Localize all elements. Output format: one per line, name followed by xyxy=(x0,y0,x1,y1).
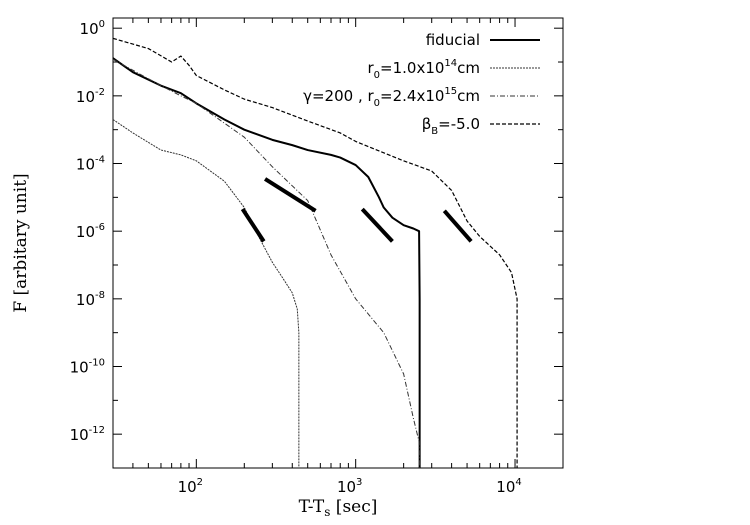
y-axis-title: F [arbitary unit] xyxy=(11,173,31,312)
y-tick-label: 100 xyxy=(80,19,105,38)
legend-label: γ=200 , r0=2.4x1015cm xyxy=(303,86,480,109)
y-tick-label: 10-10 xyxy=(70,358,105,377)
y-tick-label: 10-8 xyxy=(76,290,105,309)
legend: fiducial r0=1.0x1014cm γ=200 , r0=2.4x1015… xyxy=(303,31,540,137)
x-axis-title: T-Ts [sec] xyxy=(299,497,378,519)
ticks: 102 103 104 100 10-2 10-4 10-6 10-8 10-10 10-12 xyxy=(70,18,564,496)
plot-frame xyxy=(112,17,564,469)
series-gamma200 xyxy=(112,58,421,469)
series-betaB xyxy=(112,37,518,468)
thick-segment xyxy=(360,207,394,243)
thick-segment xyxy=(442,209,473,243)
x-tick-label: 102 xyxy=(178,477,203,496)
series-fiducial xyxy=(112,57,421,468)
y-tick-label: 10-2 xyxy=(76,87,105,106)
y-tick-label: 10-4 xyxy=(76,155,105,174)
x-tick-label: 103 xyxy=(337,477,362,496)
series-r0-1e14 xyxy=(112,119,300,468)
x-tick-label: 104 xyxy=(496,477,521,496)
y-tick-label: 10-6 xyxy=(76,222,105,241)
y-tick-label: 10-12 xyxy=(70,425,105,444)
thick-segments xyxy=(240,177,473,243)
thick-segment xyxy=(263,177,317,213)
legend-label: fiducial xyxy=(426,31,480,49)
thick-segment xyxy=(240,207,266,243)
legend-label: βB=-5.0 xyxy=(422,115,480,137)
legend-label: r0=1.0x1014cm xyxy=(367,58,480,81)
